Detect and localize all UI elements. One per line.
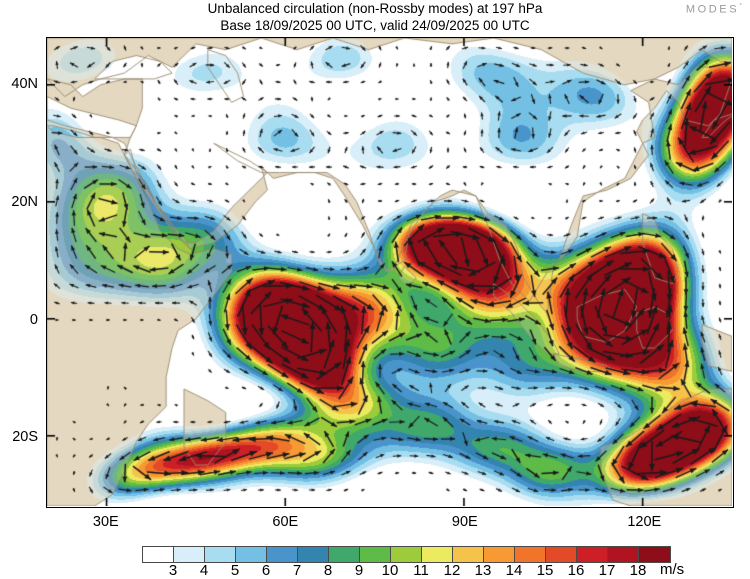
y-axis-tick-label: 40N [11,76,38,93]
colorbar-tick: 12 [443,562,461,579]
colorbar-tick: 16 [567,562,585,579]
modes-logo-text: MODES [685,3,740,16]
colorbar-swatch [360,547,391,562]
colorbar-swatch [267,547,298,562]
colorbar-swatch [205,547,236,562]
x-axis-tick-label: 60E [272,514,299,530]
page-title: Unbalanced circulation (non-Rossby modes… [207,1,543,16]
colorbar [142,546,671,563]
y-axis-tick-label: 20N [11,193,38,210]
colorbar-swatch [546,547,577,562]
colorbar-swatch [174,547,205,562]
colorbar-tick: 8 [323,562,333,579]
colorbar-tick: 3 [168,562,178,579]
x-axis-tick-label: 30E [92,514,119,530]
colorbar-swatch [422,547,453,562]
colorbar-swatch [391,547,422,562]
colorbar-swatch [143,547,174,562]
colorbar-swatch [329,547,360,562]
y-axis-tick-label: 0 [29,311,38,328]
colorbar-tick: 18 [629,562,647,579]
colorbar-tick: 13 [474,562,492,579]
colorbar-tick: 15 [536,562,554,579]
colorbar-tick: 7 [292,562,302,579]
wind-speed-map-canvas [47,38,732,506]
colorbar-swatch [608,547,639,562]
colorbar-swatch [577,547,608,562]
y-axis-tick-label: 20S [12,429,38,446]
colorbar-tick: 4 [199,562,209,579]
colorbar-swatch [639,547,670,562]
colorbar-swatch [298,547,329,562]
colorbar-tick: 14 [505,562,523,579]
x-axis-tick-label: 90E [451,514,478,530]
colorbar-tick: 10 [381,562,399,579]
chart-subtitle: Base 18/09/2025 00 UTC, valid 24/09/2025… [220,18,530,33]
x-axis-tick-label: 120E [627,514,662,530]
colorbar-swatch [453,547,484,562]
chart-title-block: Unbalanced circulation (non-Rossby modes… [0,0,750,34]
colorbar-swatch [236,547,267,562]
colorbar-tick: 9 [354,562,364,579]
colorbar-swatch [484,547,515,562]
colorbar-unit-label: m/s [660,561,685,578]
colorbar-tick: 17 [598,562,616,579]
colorbar-tick-labels: 3 4 5 6 7 8 9 10 11 12 13 14 15 16 17 18 [142,562,655,579]
colorbar-tick: 5 [230,562,240,579]
modes-logo: MODES° [686,3,742,16]
colorbar-tick: 11 [413,562,429,579]
colorbar-swatch [515,547,546,562]
map-plot-area [46,37,734,508]
modes-logo-mark: ° [739,3,742,10]
colorbar-tick: 6 [261,562,271,579]
map-frame [46,37,734,508]
